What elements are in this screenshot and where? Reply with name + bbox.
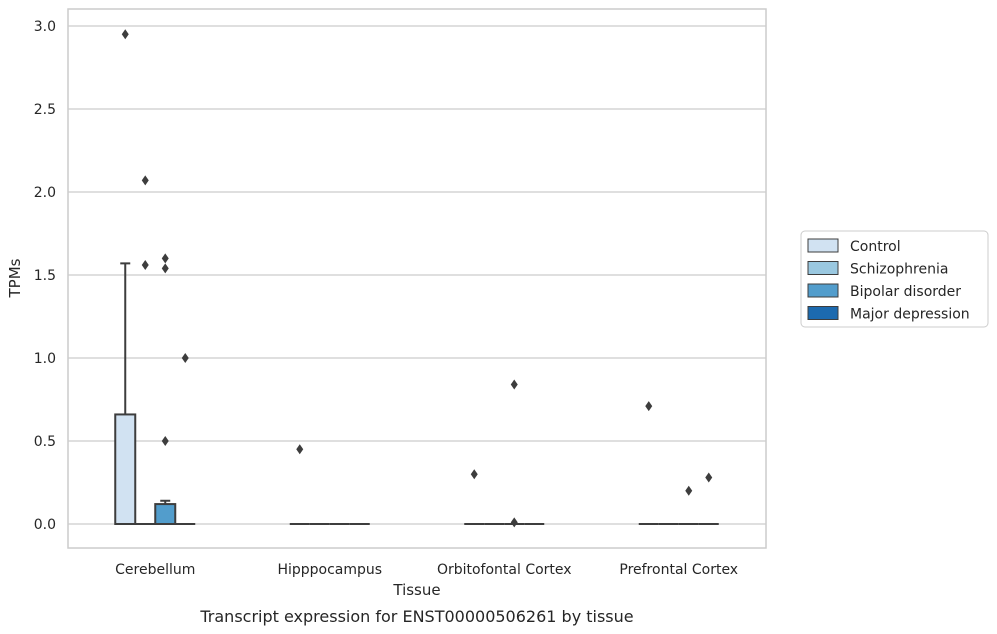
outlier-point: [645, 401, 653, 412]
y-axis-ticks: 0.0 0.5 1.0 1.5 2.0 2.5 3.0: [34, 19, 56, 533]
legend: Control Schizophrenia Bipolar disorder Majo…: [800, 230, 989, 328]
outlier-point: [141, 260, 149, 271]
x-tick-label: Cerebellum: [115, 562, 195, 578]
box-bipolar-disorder: [154, 253, 177, 525]
box-body: [154, 503, 177, 525]
x-axis-label: Tissue: [392, 581, 440, 599]
outlier-point: [161, 436, 169, 446]
outlier-point: [510, 379, 518, 390]
outlier-point: [296, 444, 304, 455]
box-control: [289, 444, 310, 525]
legend-frame: [800, 230, 989, 328]
outlier-point: [181, 353, 189, 363]
y-tick-label: 0.5: [34, 434, 56, 450]
box-body: [114, 413, 137, 525]
legend-item: Control: [807, 238, 901, 255]
legend-label: Control: [850, 239, 901, 255]
grid-lines: [68, 25, 766, 525]
outlier-point: [705, 472, 713, 483]
box-control: [638, 401, 659, 525]
box-major-depression: [698, 472, 719, 525]
box-schizophrenia: [135, 175, 156, 525]
y-tick-label: 1.5: [34, 268, 56, 284]
outlier-point: [161, 263, 169, 274]
legend-swatch: [807, 306, 839, 320]
legend-label: Schizophrenia: [850, 262, 948, 278]
outlier-point: [685, 485, 693, 496]
outlier-point: [470, 469, 478, 480]
legend-item: Major depression: [807, 306, 970, 323]
box-bipolar-disorder: [504, 379, 525, 528]
y-tick-label: 3.0: [34, 19, 56, 35]
outlier-point: [141, 175, 149, 186]
x-axis-ticks: Cerebellum Hipppocampus Orbitofontal Corte…: [115, 562, 738, 578]
legend-swatch: [807, 238, 839, 253]
box-series: [114, 29, 719, 528]
plot-area-frame: [67, 8, 767, 549]
outlier-point: [161, 253, 169, 264]
y-axis-label: TPMs: [6, 258, 24, 298]
x-tick-label: Orbitofontal Cortex: [437, 562, 572, 578]
y-tick-label: 0.0: [34, 517, 56, 533]
legend-label: Bipolar disorder: [850, 284, 961, 300]
box-major-depression: [175, 353, 196, 525]
box-bipolar-disorder: [678, 485, 699, 525]
legend-swatch: [807, 283, 839, 298]
legend-item: Schizophrenia: [807, 261, 948, 278]
box-control: [464, 469, 485, 525]
x-tick-label: Hipppocampus: [277, 562, 382, 578]
y-tick-label: 2.0: [34, 185, 56, 201]
y-tick-label: 2.5: [34, 102, 56, 118]
outlier-point: [510, 517, 518, 528]
outlier-point: [121, 29, 129, 40]
box-control: [114, 29, 137, 525]
y-tick-label: 1.0: [34, 351, 56, 367]
legend-label: Major depression: [850, 307, 970, 323]
legend-swatch: [807, 261, 839, 275]
x-tick-label: Prefrontal Cortex: [619, 562, 738, 578]
chart-caption: Transcript expression for ENST0000050626…: [199, 607, 633, 626]
legend-item: Bipolar disorder: [807, 283, 961, 300]
